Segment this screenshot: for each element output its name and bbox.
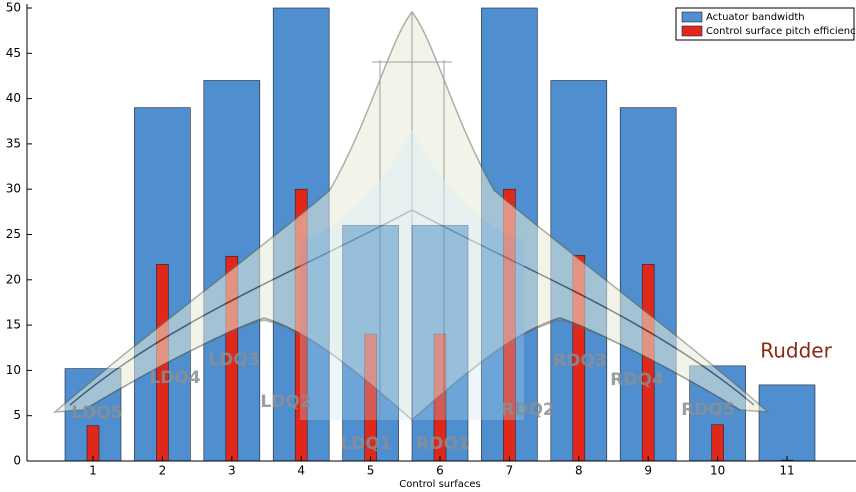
bar bbox=[712, 425, 724, 461]
annotation: RDQ5 bbox=[681, 400, 734, 420]
legend-swatch bbox=[682, 12, 702, 22]
x-tick-label: 3 bbox=[228, 464, 236, 478]
y-tick-label: 10 bbox=[6, 363, 21, 377]
annotation: Rudder bbox=[760, 339, 832, 363]
annotation: LDQ5 bbox=[71, 403, 122, 423]
y-tick-label: 0 bbox=[13, 454, 21, 468]
annotation: LDQ3 bbox=[208, 350, 259, 370]
x-tick-label: 7 bbox=[506, 464, 514, 478]
x-tick-label: 4 bbox=[297, 464, 305, 478]
annotation: RDQ4 bbox=[610, 370, 664, 390]
page: Control surfaces Actuator bandwidth Contr… bbox=[0, 0, 856, 492]
bar bbox=[642, 264, 654, 461]
y-tick-label: 50 bbox=[6, 1, 21, 15]
x-tick-label: 8 bbox=[575, 464, 583, 478]
x-tick-label: 1 bbox=[89, 464, 97, 478]
y-tick-label: 40 bbox=[6, 91, 21, 105]
legend-label: Actuator bandwidth bbox=[706, 12, 805, 23]
legend-swatch bbox=[682, 26, 702, 36]
chart: Control surfaces Actuator bandwidth Contr… bbox=[0, 0, 856, 492]
x-axis-label: Control surfaces bbox=[399, 479, 481, 490]
y-tick-label: 25 bbox=[6, 227, 21, 241]
annotation: RDQ2 bbox=[501, 400, 554, 420]
annotation: LDQ1 bbox=[340, 434, 391, 454]
x-tick-label: 11 bbox=[779, 464, 794, 478]
annotation: RDQ1 bbox=[416, 434, 469, 454]
y-tick-label: 20 bbox=[6, 272, 21, 286]
y-tick-label: 45 bbox=[6, 46, 21, 60]
annotation: LDQ2 bbox=[260, 392, 311, 412]
y-tick-label: 5 bbox=[13, 408, 21, 422]
x-tick-label: 5 bbox=[367, 464, 375, 478]
x-tick-label: 6 bbox=[436, 464, 444, 478]
bar bbox=[87, 426, 99, 461]
legend: Actuator bandwidth Control surface pitch … bbox=[676, 8, 856, 40]
x-tick-label: 9 bbox=[644, 464, 652, 478]
y-tick-label: 15 bbox=[6, 318, 21, 332]
legend-label: Control surface pitch efficiency bbox=[706, 26, 856, 37]
y-tick-label: 35 bbox=[6, 136, 21, 150]
x-tick-label: 2 bbox=[159, 464, 167, 478]
annotation: LDQ4 bbox=[149, 368, 200, 388]
annotation: RDQ3 bbox=[553, 351, 606, 371]
x-tick-label: 10 bbox=[710, 464, 725, 478]
bar bbox=[759, 385, 815, 461]
y-tick-label: 30 bbox=[6, 182, 21, 196]
